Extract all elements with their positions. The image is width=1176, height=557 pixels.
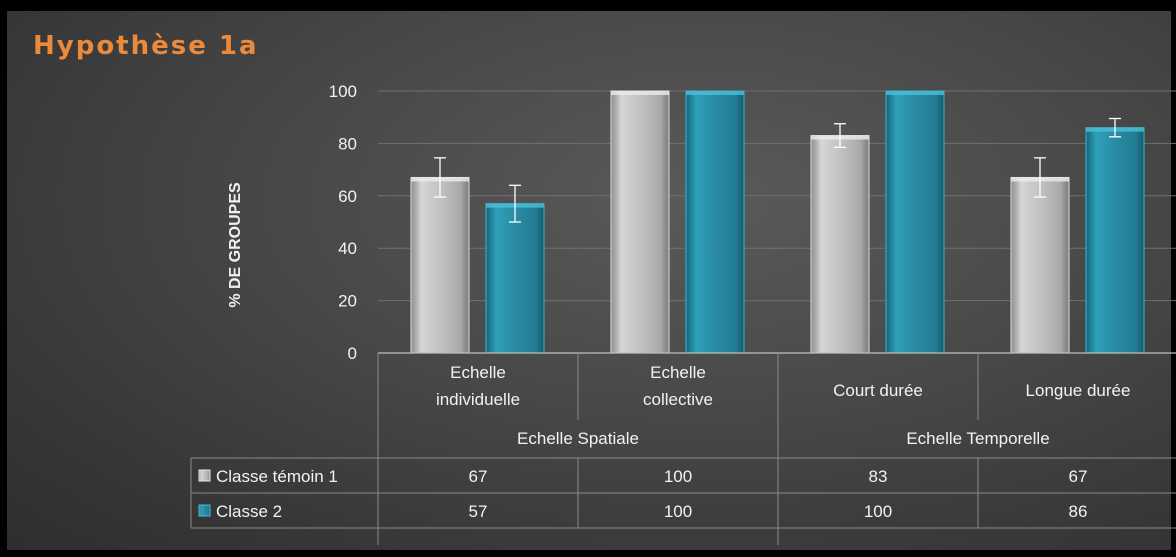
x-category-label: Court durée [833,381,923,400]
y-tick-label: 80 [338,134,357,153]
x-category-label: Echelle [450,363,506,382]
table-cell: 67 [1069,467,1088,486]
bar [885,90,945,354]
bar [810,135,870,354]
x-group-label: Echelle Temporelle [906,429,1049,448]
chart-frame [7,11,1171,550]
chart-title: Hypothèse 1a [33,31,259,61]
table-cell: 100 [664,467,692,486]
bar-top-highlight [611,91,669,95]
bar [485,203,545,354]
y-tick-label: 20 [338,292,357,311]
bar-top-highlight [686,91,744,95]
bar [685,90,745,354]
bar [1085,127,1145,354]
y-tick-label: 60 [338,187,357,206]
table-cell: 100 [864,502,892,521]
x-category-label: Echelle [650,363,706,382]
table-cell: 67 [469,467,488,486]
x-category-label: collective [643,390,713,409]
bar [1010,176,1070,354]
y-tick-label: 0 [348,344,357,363]
legend-label: Classe témoin 1 [216,467,338,486]
table-cell: 100 [664,502,692,521]
bar [410,176,470,354]
table-cell: 86 [1069,502,1088,521]
bar [610,90,670,354]
x-group-label: Echelle Spatiale [517,429,639,448]
bar-top-highlight [886,91,944,95]
legend-label: Classe 2 [216,502,282,521]
table-cell: 57 [469,502,488,521]
y-tick-label: 100 [329,82,357,101]
legend-swatch [198,504,211,517]
legend-swatch [198,469,211,482]
x-category-label: Longue durée [1026,381,1131,400]
x-category-label: individuelle [436,390,520,409]
table-cell: 83 [869,467,888,486]
y-tick-label: 40 [338,239,357,258]
